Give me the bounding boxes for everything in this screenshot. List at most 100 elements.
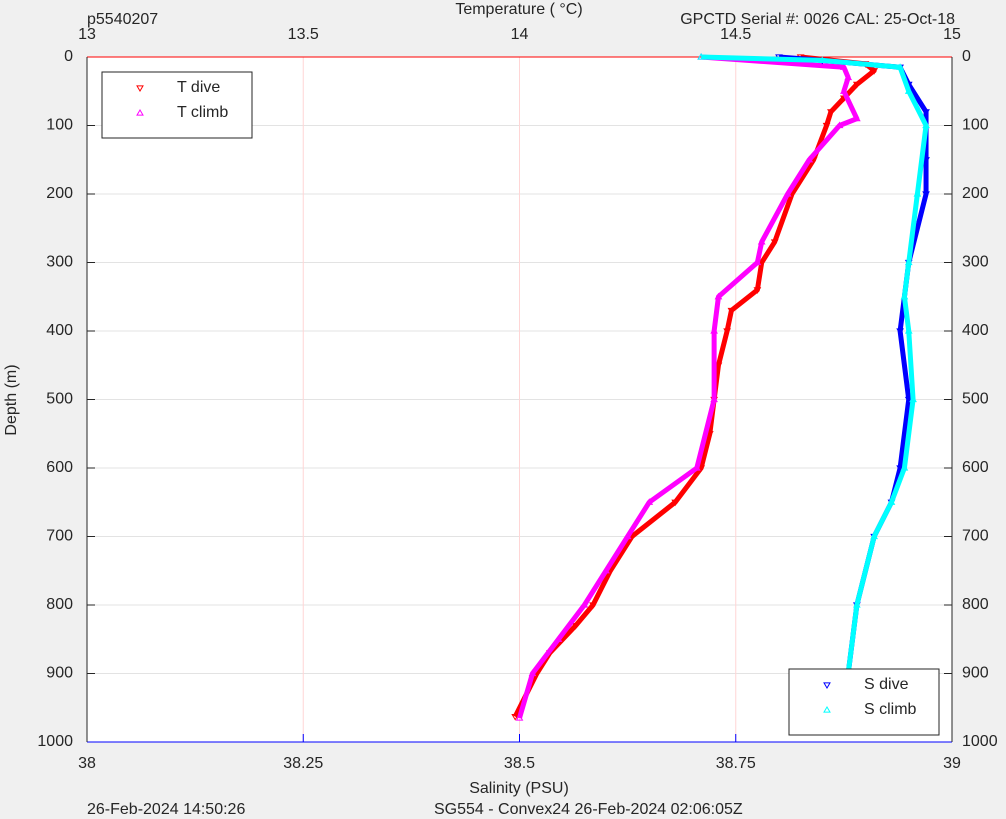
y-tick-label: 200 [46, 185, 73, 202]
profile-marker [922, 109, 930, 116]
y-right-tick-label: 600 [962, 459, 989, 476]
x2-tick-label: 14 [511, 26, 529, 43]
profile-marker [753, 258, 762, 266]
y-right-tick-label: 900 [962, 665, 989, 682]
profile-marker [870, 68, 879, 75]
y-right-tick-label: 800 [962, 596, 989, 613]
y-right-tick-label: 100 [962, 117, 989, 134]
profile-marker [852, 81, 861, 89]
legend-label: S climb [864, 701, 917, 718]
profile-marker [571, 622, 580, 630]
profile-marker [870, 532, 879, 540]
profile-marker [887, 498, 896, 505]
profile-marker [589, 602, 597, 609]
profile-marker [511, 714, 520, 721]
legend-box [101, 71, 253, 139]
legend-label: S dive [864, 676, 909, 693]
profile-marker [852, 114, 861, 122]
profile-marker [904, 396, 913, 404]
profile-marker [628, 533, 636, 541]
x2-tick-label: 13.5 [288, 26, 319, 43]
y-right-tick-label: 200 [962, 185, 989, 202]
y-tick-label: 700 [46, 528, 73, 545]
y-tick-label: 300 [46, 254, 73, 271]
x-tick-label: 38.5 [504, 755, 535, 772]
profile-marker [697, 53, 706, 60]
profile-line [701, 54, 929, 718]
legend-marker [823, 682, 831, 689]
profile-marker [528, 669, 537, 677]
x-tick-label: 38.25 [283, 755, 323, 772]
profile-marker [904, 327, 913, 334]
y-right-tick-label: 300 [962, 254, 989, 271]
profile-marker [623, 532, 632, 540]
legend-marker [136, 85, 144, 92]
y-tick-label: 600 [46, 459, 73, 476]
profile-line [517, 54, 860, 719]
x2-tick-label: 15 [943, 26, 961, 43]
x2-tick-label: 13 [78, 26, 96, 43]
y-right-tick-label: 400 [962, 322, 989, 339]
y-tick-label: 0 [64, 48, 73, 65]
y-tick-label: 800 [46, 596, 73, 613]
profile-marker [840, 63, 848, 70]
profile-marker [714, 292, 723, 300]
profile-marker [922, 121, 930, 129]
profile-marker [692, 464, 701, 471]
y-tick-label: 900 [46, 665, 73, 682]
y-tick-label: 100 [46, 117, 73, 134]
profile-marker [896, 328, 904, 335]
profile-marker [904, 258, 913, 266]
profile-marker [922, 191, 930, 198]
profile-marker [922, 157, 930, 164]
profile-marker [606, 568, 615, 575]
profile-marker [515, 714, 524, 721]
legend-label: T dive [177, 79, 220, 96]
legend-marker [823, 706, 831, 713]
legend-label: T climb [177, 104, 228, 121]
profile-marker [710, 395, 718, 403]
profile-marker [757, 259, 766, 267]
y-right-tick-label: 700 [962, 528, 989, 545]
x2-tick-label: 14.5 [720, 26, 751, 43]
x2-axis-label: Temperature ( °C) [455, 1, 582, 18]
header-right: GPCTD Serial #: 0026 CAL: 25-Oct-18 [680, 11, 955, 28]
profile-marker [852, 601, 861, 608]
legend-marker [136, 109, 144, 116]
profile-marker [580, 601, 589, 608]
x-tick-label: 39 [943, 755, 961, 772]
x-axis-label: Salinity (PSU) [469, 780, 569, 797]
y-tick-label: 1000 [37, 733, 73, 750]
profile-marker [602, 566, 610, 574]
profile-marker [753, 287, 762, 294]
profile-marker [757, 237, 766, 245]
profile-marker [714, 362, 723, 370]
profile-marker [900, 292, 909, 300]
profile-marker [770, 239, 779, 246]
y-axis-label: Depth (m) [3, 364, 20, 435]
profile-marker [913, 190, 922, 197]
profile-marker [896, 63, 904, 70]
profile-marker [900, 464, 909, 471]
profile-line [512, 54, 877, 718]
profile-marker [723, 328, 731, 335]
profile-marker [727, 307, 736, 315]
profile-marker [844, 73, 853, 81]
profile-marker [710, 327, 718, 334]
y-right-tick-label: 0 [962, 48, 971, 65]
profile-marker [697, 465, 706, 472]
y-right-tick-label: 500 [962, 391, 989, 408]
y-right-tick-label: 1000 [962, 733, 998, 750]
profile-marker [554, 635, 563, 642]
header-left: p5540207 [87, 11, 158, 28]
y-tick-label: 500 [46, 391, 73, 408]
profile-marker [835, 121, 844, 129]
footer-right: SG554 - Convex24 26-Feb-2024 02:06:05Z [434, 801, 743, 818]
profile-marker [904, 87, 913, 94]
profile-marker [822, 122, 831, 130]
footer-left: 26-Feb-2024 14:50:26 [87, 801, 245, 818]
profile-marker [705, 431, 714, 438]
legend-box [788, 668, 940, 736]
y-tick-label: 400 [46, 322, 73, 339]
profile-marker [783, 190, 792, 197]
